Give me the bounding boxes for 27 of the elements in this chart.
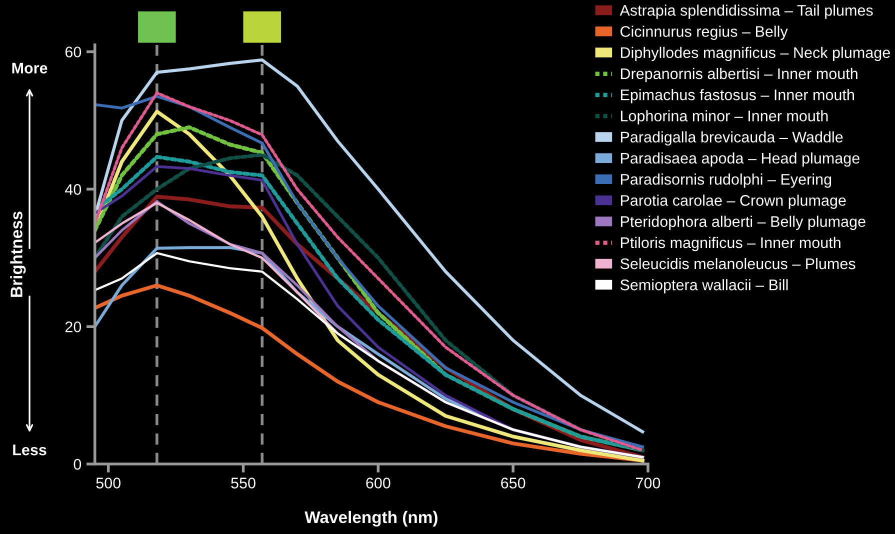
legend-label: Astrapia splendidissima – Tail plumes — [620, 4, 873, 19]
x-tick-label: 600 — [366, 478, 390, 488]
legend-label: Epimachus fastosus – Inner mouth — [620, 89, 854, 104]
y-axis-title: Brightness — [10, 212, 26, 297]
y-tick-label: 20 — [65, 321, 82, 332]
text: More — [12, 62, 48, 74]
legend-label: Parotia carolae – Crown plumage — [620, 194, 846, 209]
legend-label: Paradisornis rudolphi – Eyering — [620, 174, 832, 188]
legend-label: Pteridophora alberti – Belly plumage — [620, 216, 866, 230]
x-tick-label: 500 — [96, 478, 121, 488]
legend-label: Diphyllodes magnificus – Neck plumage — [620, 46, 890, 62]
legend-label: Lophorina minor – Inner mouth — [620, 110, 828, 124]
legend-label: Paradisaea apoda – Head plumage — [620, 152, 860, 167]
legend-label: Ptiloris magnificus – Inner mouth — [620, 236, 840, 252]
y-tick-label: 0 — [74, 458, 82, 470]
x-tick-label: 550 — [231, 478, 256, 488]
x-axis-title: Wavelength (nm) — [304, 510, 438, 527]
x-tick-label: 650 — [501, 478, 526, 488]
x-tick-label: 700 — [636, 478, 660, 488]
legend-label: Cicinnurus regius – Belly — [620, 26, 788, 40]
legend-label: Semioptera wallacii – Bill — [620, 279, 788, 294]
text: Less — [13, 444, 46, 456]
legend-label: Drepanornis albertisi – Inner mouth — [620, 68, 858, 82]
y-tick-label: 40 — [65, 184, 82, 195]
legend-label: Paradigalla brevicauda – Waddle — [620, 131, 843, 146]
y-tick-label: 60 — [65, 46, 82, 58]
legend-label: Seleucidis melanoleucus – Plumes — [620, 258, 856, 270]
